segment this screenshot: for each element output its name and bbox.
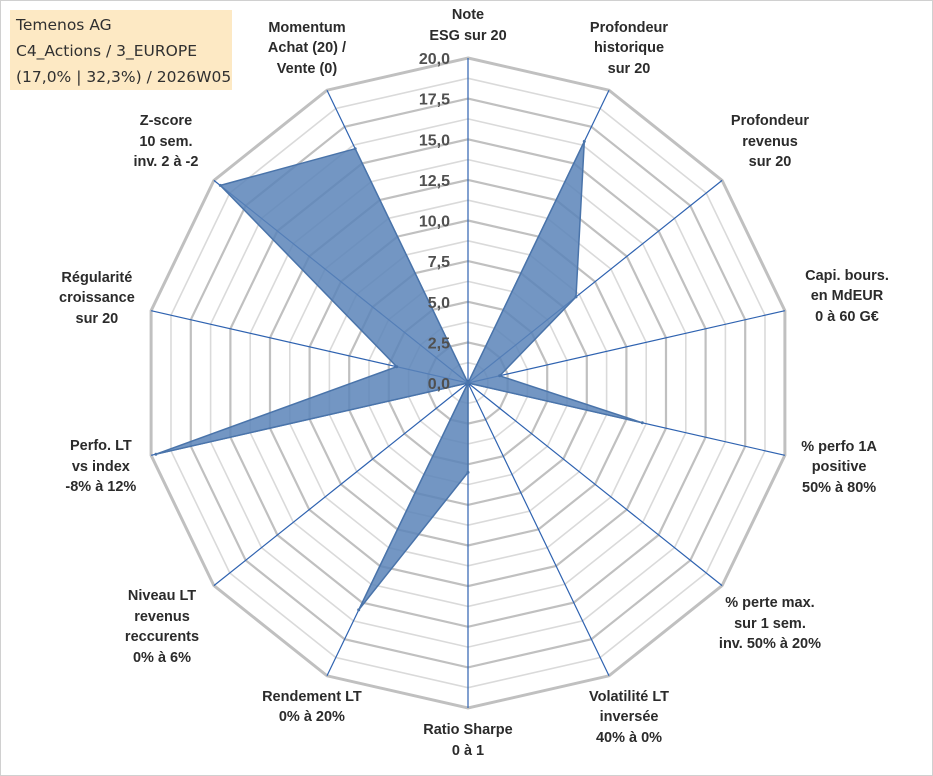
data-point (582, 139, 586, 143)
tick-label: 10,0 (419, 214, 450, 231)
axis-label: Note ESG sur 20 (426, 5, 511, 46)
axis-label-line: % perte max. (725, 595, 815, 612)
axis-label-line: Ratio Sharpe (423, 722, 513, 738)
axis-label-line: ESG sur 20 (429, 27, 507, 44)
axis-label-line: inv. 2 à -2 (133, 154, 199, 171)
axis-label-line: inv. 50% à 20% (718, 636, 822, 653)
axis-label-line: reccurents (124, 629, 200, 645)
axis-label-line: revenus (742, 133, 798, 150)
axis-label-line: historique (593, 40, 665, 57)
data-point (357, 608, 361, 612)
axis-label-line: 0% à 20% (278, 709, 345, 726)
axis-label: Z-score 10 sem. inv. 2 à -2 (120, 111, 213, 173)
axis-label-line: % perfo 1A (801, 438, 877, 455)
axis-label-line: sur 20 (748, 154, 792, 171)
tick-label: 12,5 (419, 173, 450, 190)
data-point (395, 365, 399, 369)
data-point (154, 452, 158, 456)
axis-label: Profondeur historique sur 20 (587, 18, 672, 80)
axis-spoke (467, 382, 723, 587)
axis-label-line: -8% à 12% (65, 479, 137, 495)
data-point (466, 381, 470, 385)
tick-label: 7,5 (428, 254, 450, 271)
data-point (498, 374, 502, 378)
tick-label: 20,0 (419, 51, 450, 68)
axis-label-line: Z-score (139, 113, 193, 130)
axis-spoke (467, 382, 610, 677)
axis-label-line: 50% à 80% (802, 479, 877, 496)
axis-label-line: Capi. bours. (805, 267, 889, 284)
tick-labels: 0,0 2,5 5,0 7,5 10,0 12,5 15,0 17,5 20,0 (419, 51, 450, 393)
axis-label: % perfo 1A positive 50% à 80% (797, 437, 882, 499)
data-point (218, 183, 222, 187)
axis-label: Rendement LT 0% à 20% (262, 687, 363, 728)
axis-label: Capi. bours. en MdEUR 0 à 60 G€ (797, 266, 898, 328)
axis-label: Perfo. LT vs index -8% à 12% (62, 436, 139, 498)
series-area (155, 141, 643, 611)
axis-label: Profondeur revenus sur 20 (728, 111, 813, 173)
axis-label: Volatilité LT inversée 40% à 0% (575, 687, 684, 749)
info-title: Temenos AG (16, 16, 112, 34)
axis-label-line: positive (811, 459, 867, 476)
axis-label: Niveau LT revenus reccurents 0% à 6% (120, 586, 205, 668)
axis-label-line: Achat (20) / (267, 40, 347, 57)
axis-label-line: en MdEUR (810, 288, 884, 305)
axis-label-line: sur 1 sem. (734, 615, 806, 632)
axis-label-line: 0 à 1 (451, 742, 485, 759)
axis-label: Régularité croissance sur 20 (54, 268, 139, 330)
axis-label-line: Niveau LT (127, 588, 197, 604)
series (154, 139, 644, 612)
axis-label: Momentum Achat (20) / Vente (0) (257, 18, 358, 80)
data-point (574, 295, 578, 299)
axis-label-line: sur 20 (607, 60, 651, 77)
axis-label-line: sur 20 (75, 310, 119, 327)
tick-label: 15,0 (419, 132, 450, 149)
axis-label-line: Régularité (61, 269, 133, 286)
axis-label-line: Volatilité LT (589, 688, 670, 705)
data-point (640, 421, 644, 425)
axis-label-line: Vente (0) (276, 60, 338, 77)
axis-label-line: croissance (59, 290, 135, 307)
data-point (466, 470, 470, 474)
info-box: Temenos AG C4_Actions / 3_EUROPE (17,0% … (10, 10, 232, 90)
axis-label-line: Profondeur (730, 113, 810, 130)
axis-label-line: 0% à 6% (132, 649, 192, 666)
axis-label-line: revenus (134, 608, 190, 625)
axis-label-line: 40% à 0% (595, 729, 663, 746)
axis-label: % perte max. sur 1 sem. inv. 50% à 20% (712, 593, 829, 655)
axis-label-line: 0 à 60 G€ (815, 308, 879, 325)
axis-label: Ratio Sharpe 0 à 1 (418, 720, 519, 761)
axis-label-line: Momentum (268, 19, 346, 36)
data-point (353, 147, 357, 151)
axis-label-line: 10 sem. (139, 133, 193, 150)
axis-label-line: vs index (71, 458, 130, 475)
axis-label-line: Rendement LT (262, 688, 362, 705)
tick-label: 2,5 (428, 335, 450, 352)
axis-label-line: inversée (599, 709, 659, 726)
axis-spoke (213, 382, 469, 587)
axis-label-line: Note (451, 7, 485, 23)
tick-label: 17,5 (419, 92, 450, 109)
tick-label: 5,0 (428, 295, 450, 312)
axis-label-line: Perfo. LT (69, 438, 132, 454)
tick-label: 0,0 (428, 376, 450, 393)
axis-label-line: Profondeur (589, 19, 669, 36)
info-stats: (17,0% | 32,3%) / 2026W05 (16, 68, 232, 86)
info-category: C4_Actions / 3_EUROPE (16, 42, 197, 60)
axis-spoke (467, 310, 786, 384)
